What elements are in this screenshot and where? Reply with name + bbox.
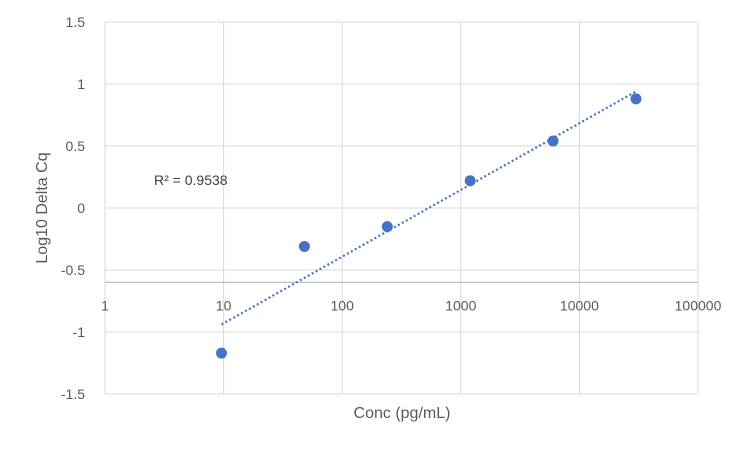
r-squared-annotation: R² = 0.9538 <box>154 172 228 188</box>
trendline <box>220 90 637 326</box>
x-tick-label: 100 <box>331 297 355 313</box>
x-tick-labels: 1 10 100 1000 10000 100000 <box>101 297 721 313</box>
trendline-group <box>220 90 637 326</box>
x-tick-label: 10 <box>216 297 232 313</box>
grid-lines <box>104 21 699 395</box>
data-point <box>464 175 476 187</box>
x-tick-label: 1 <box>101 297 109 313</box>
y-tick-label: 1.5 <box>66 14 86 30</box>
y-tick-labels: -1.5 -1 -0.5 0 0.5 1 1.5 <box>61 14 85 402</box>
y-tick-label: 1 <box>77 76 85 92</box>
y-tick-label: -1.5 <box>61 386 85 402</box>
y-axis-title: Log10 Delta Cq <box>34 152 51 263</box>
x-tick-label: 1000 <box>445 297 476 313</box>
data-point <box>547 135 559 147</box>
x-tick-label: 10000 <box>560 297 599 313</box>
x-axis-title: Conc (pg/mL) <box>354 405 451 422</box>
y-tick-label: 0 <box>77 200 85 216</box>
y-tick-label: -1 <box>73 324 86 340</box>
data-point <box>381 221 393 233</box>
data-point <box>215 347 227 359</box>
data-point <box>630 93 642 105</box>
y-tick-label: 0.5 <box>66 138 86 154</box>
x-tick-label: 100000 <box>675 297 722 313</box>
data-point <box>298 240 310 252</box>
data-points <box>215 93 642 359</box>
y-tick-label: -0.5 <box>61 262 85 278</box>
